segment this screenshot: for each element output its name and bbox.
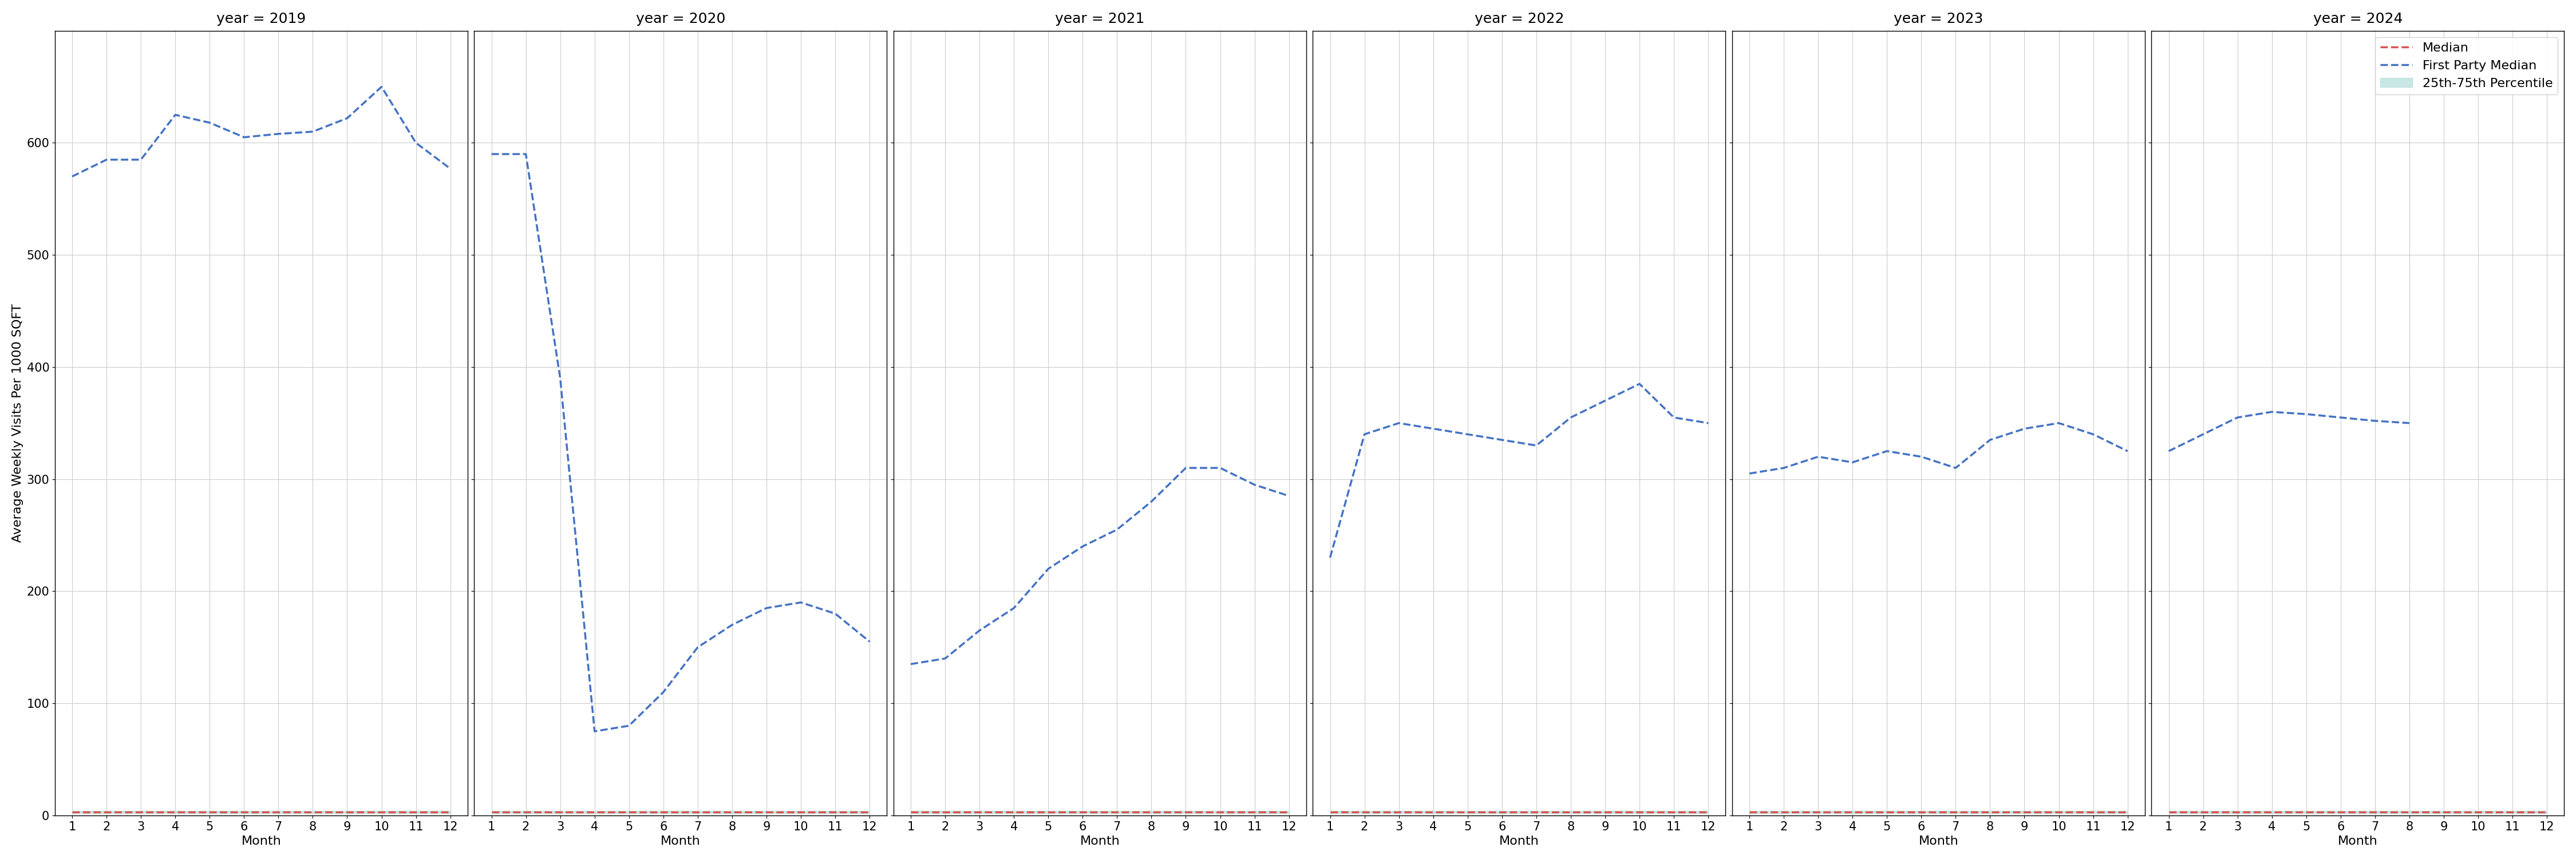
- Title: year = 2023: year = 2023: [1893, 12, 1984, 26]
- Title: year = 2021: year = 2021: [1056, 12, 1144, 26]
- Title: year = 2024: year = 2024: [2313, 12, 2403, 26]
- Title: year = 2022: year = 2022: [1473, 12, 1564, 26]
- X-axis label: Month: Month: [1919, 836, 1958, 847]
- X-axis label: Month: Month: [2339, 836, 2378, 847]
- X-axis label: Month: Month: [1079, 836, 1121, 847]
- Y-axis label: Average Weekly Visits Per 1000 SQFT: Average Weekly Visits Per 1000 SQFT: [13, 304, 23, 542]
- Legend: Median, First Party Median, 25th-75th Percentile: Median, First Party Median, 25th-75th Pe…: [2375, 37, 2558, 94]
- X-axis label: Month: Month: [659, 836, 701, 847]
- X-axis label: Month: Month: [242, 836, 281, 847]
- Title: year = 2019: year = 2019: [216, 12, 307, 26]
- X-axis label: Month: Month: [1499, 836, 1538, 847]
- Title: year = 2020: year = 2020: [636, 12, 726, 26]
